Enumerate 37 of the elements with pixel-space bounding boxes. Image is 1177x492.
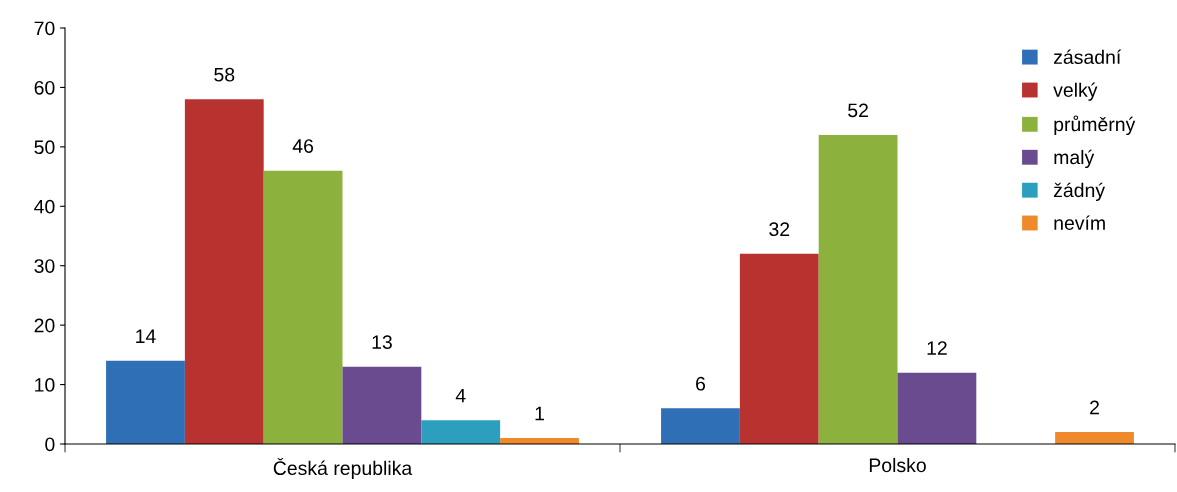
legend-label: zásadní bbox=[1053, 49, 1122, 65]
legend-label: malý bbox=[1054, 149, 1095, 169]
legend-label: velký bbox=[1053, 82, 1098, 101]
y-tick-label: 20 bbox=[34, 318, 55, 333]
bar bbox=[818, 134, 898, 444]
bar bbox=[106, 360, 185, 444]
data-label: 32 bbox=[769, 222, 790, 237]
data-label: 52 bbox=[848, 103, 868, 118]
bar bbox=[661, 408, 740, 444]
legend-label: žádný bbox=[1053, 182, 1106, 201]
bar bbox=[421, 420, 501, 444]
y-tick-label: 0 bbox=[45, 437, 55, 452]
y-tick-label: 70 bbox=[34, 21, 55, 36]
y-tick-label: 50 bbox=[34, 140, 55, 155]
data-label: 4 bbox=[455, 388, 466, 403]
data-label: 13 bbox=[372, 335, 392, 350]
legend-label: nevím bbox=[1054, 215, 1105, 230]
bar bbox=[1055, 432, 1134, 444]
data-label: 14 bbox=[136, 329, 156, 343]
y-tick-label: 30 bbox=[34, 259, 55, 273]
bar bbox=[739, 253, 819, 444]
y-tick-label: 10 bbox=[35, 378, 55, 392]
x-tick-label: Česká republika bbox=[273, 457, 413, 479]
legend-label: průměrný bbox=[1054, 115, 1136, 136]
data-label: 1 bbox=[535, 406, 544, 421]
y-tick-label: 60 bbox=[34, 80, 55, 95]
bar bbox=[263, 170, 343, 444]
bar bbox=[184, 99, 264, 444]
data-label: 58 bbox=[214, 67, 235, 82]
bar bbox=[897, 372, 977, 444]
bar bbox=[342, 366, 422, 444]
data-label: 46 bbox=[292, 139, 314, 153]
y-tick-label: 40 bbox=[34, 199, 55, 214]
data-label: 12 bbox=[927, 341, 947, 355]
data-label: 2 bbox=[1090, 400, 1099, 415]
data-label: 6 bbox=[696, 376, 706, 391]
x-tick-label: Polsko bbox=[869, 457, 926, 473]
